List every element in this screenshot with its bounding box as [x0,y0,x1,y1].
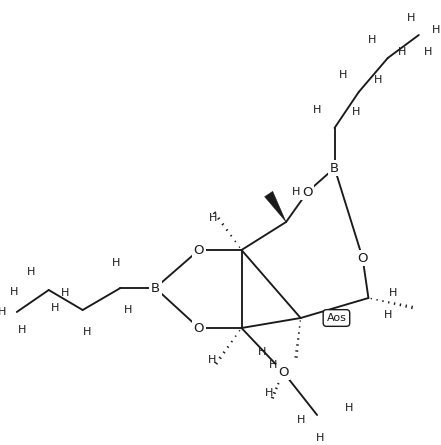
Text: H: H [424,47,433,57]
Text: H: H [292,187,300,197]
Text: H: H [124,305,132,315]
Text: H: H [10,287,18,297]
Text: B: B [330,162,339,174]
Text: H: H [384,310,392,320]
Text: O: O [357,251,368,264]
Text: H: H [432,25,441,35]
Text: H: H [83,327,92,337]
Text: H: H [0,307,7,317]
Text: H: H [51,303,60,313]
Text: H: H [351,107,360,117]
Text: H: H [313,105,321,115]
Text: H: H [265,388,273,398]
Text: H: H [339,70,348,80]
Text: H: H [209,213,217,223]
Text: H: H [389,288,397,298]
Text: H: H [27,267,35,277]
Text: H: H [112,258,121,268]
Text: H: H [368,35,377,45]
Text: H: H [18,325,26,335]
Polygon shape [265,191,286,222]
Text: O: O [278,365,288,379]
Text: H: H [296,415,305,425]
Text: O: O [302,186,313,198]
Text: H: H [374,75,382,85]
Text: H: H [208,355,217,365]
Text: H: H [407,13,415,23]
Text: H: H [258,347,266,357]
Text: H: H [316,433,324,443]
Text: O: O [194,243,204,256]
Text: H: H [345,403,353,413]
Text: H: H [61,288,69,298]
Text: H: H [269,360,278,370]
Text: B: B [151,282,160,295]
Text: H: H [398,47,407,57]
Text: O: O [194,321,204,335]
Text: Aos: Aos [326,313,346,323]
